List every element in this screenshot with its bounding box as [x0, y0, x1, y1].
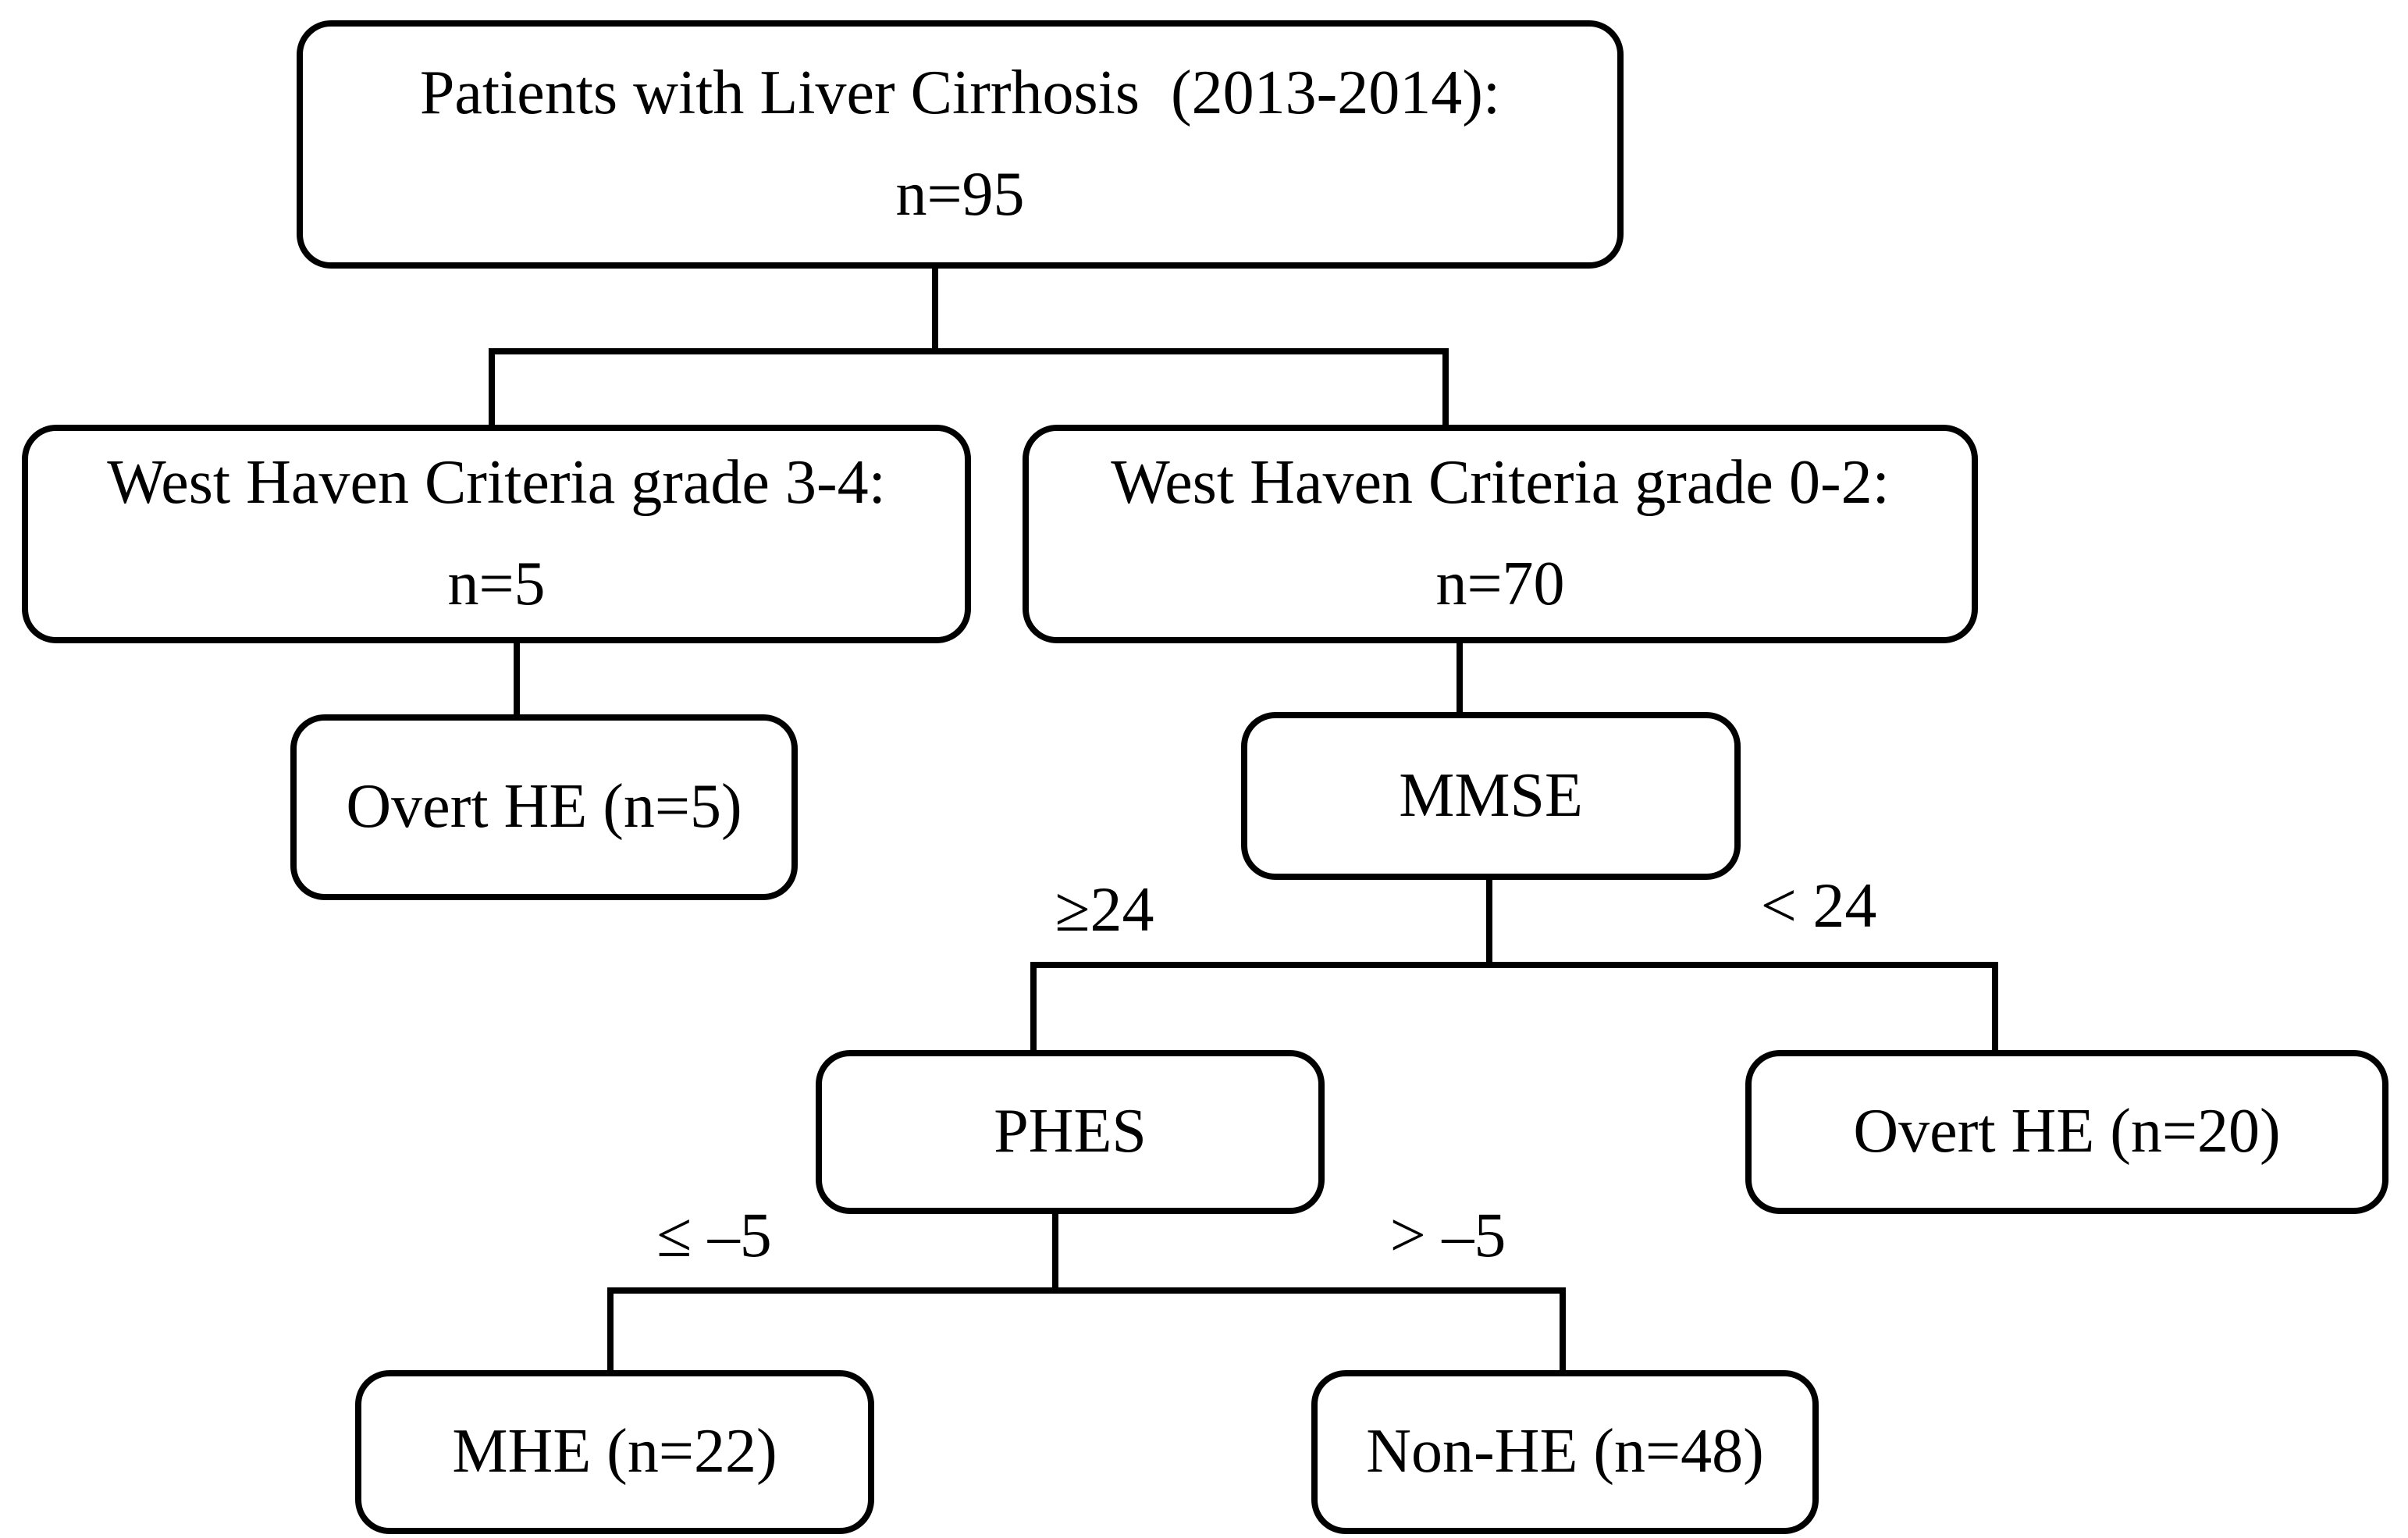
node-overt-he-5-line1: Overt HE (n=5) — [346, 772, 742, 842]
node-west-haven-grade-3-4-line1: West Haven Criteria grade 3-4: — [107, 448, 886, 518]
connector-root-stem — [932, 265, 938, 351]
node-phes: PHES — [816, 1050, 1325, 1214]
node-mhe-line1: MHE (n=22) — [452, 1417, 777, 1486]
node-west-haven-grade-0-2-line1: West Haven Criteria grade 0-2: — [1111, 448, 1890, 518]
connector-split2-right-drop — [1992, 962, 1998, 1053]
connector-split1-left-drop — [489, 348, 495, 428]
connector-phes-stem — [1052, 1211, 1058, 1291]
node-patients-liver-cirrhosis: Patients with Liver Cirrhosis (2013-2014… — [297, 20, 1624, 269]
connector-split2-left-drop — [1030, 962, 1037, 1053]
connector-split1-horizontal — [489, 348, 1449, 354]
connector-split3-left-drop — [607, 1287, 614, 1373]
node-non-he-line1: Non-HE (n=48) — [1366, 1417, 1764, 1486]
edge-label-phes-leq-minus-5: ≤ –5 — [656, 1199, 772, 1270]
node-phes-line1: PHES — [994, 1097, 1147, 1166]
node-west-haven-grade-3-4: West Haven Criteria grade 3-4: n=5 — [22, 425, 971, 643]
node-overt-he-20-line1: Overt HE (n=20) — [1853, 1097, 2281, 1166]
connector-split3-right-drop — [1560, 1287, 1566, 1373]
connector-split2-horizontal — [1030, 962, 1998, 968]
edge-label-mmse-lt-24: < 24 — [1760, 870, 1877, 941]
node-mhe: MHE (n=22) — [355, 1370, 874, 1534]
node-patients-liver-cirrhosis-line2: n=95 — [895, 160, 1025, 229]
node-patients-liver-cirrhosis-line1: Patients with Liver Cirrhosis (2013-2014… — [419, 59, 1501, 128]
node-west-haven-grade-0-2: West Haven Criteria grade 0-2: n=70 — [1023, 425, 1978, 643]
node-west-haven-grade-3-4-line2: n=5 — [447, 550, 546, 618]
node-mmse: MMSE — [1241, 712, 1741, 880]
connector-split3-horizontal — [607, 1287, 1566, 1294]
node-west-haven-grade-0-2-line2: n=70 — [1435, 550, 1565, 618]
edge-label-phes-gt-minus-5: > –5 — [1389, 1199, 1506, 1270]
connector-whc34-to-overt-he-5 — [514, 640, 520, 718]
edge-label-mmse-geq-24: ≥24 — [1055, 874, 1154, 945]
connector-split1-right-drop — [1442, 348, 1449, 428]
connector-mmse-stem — [1486, 877, 1492, 968]
node-mmse-line1: MMSE — [1399, 760, 1583, 830]
node-overt-he-20: Overt HE (n=20) — [1745, 1050, 2388, 1214]
connector-whc02-to-mmse — [1457, 640, 1463, 716]
node-overt-he-5: Overt HE (n=5) — [290, 714, 798, 900]
node-non-he: Non-HE (n=48) — [1311, 1370, 1819, 1534]
